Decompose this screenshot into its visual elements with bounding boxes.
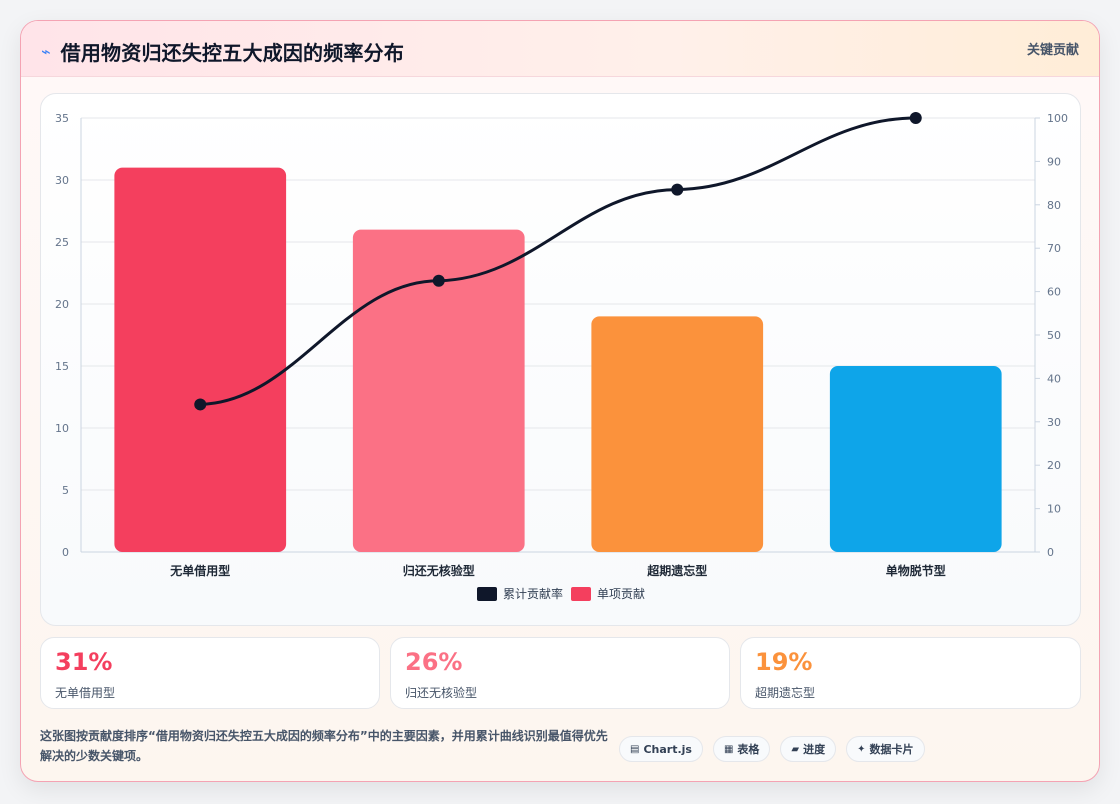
- left-axis-tick-label: 15: [55, 360, 69, 373]
- progress-icon: ▰: [791, 743, 800, 755]
- legend-swatch-2: [571, 587, 591, 601]
- right-axis-tick-label: 70: [1047, 242, 1061, 255]
- sparkle-icon: ✦: [857, 743, 866, 755]
- metric-card-2: 26% 归还无核验型: [390, 637, 730, 709]
- right-axis-tick-label: 40: [1047, 372, 1061, 385]
- metric-label: 归还无核验型: [405, 686, 478, 700]
- left-axis-tick-label: 5: [62, 484, 69, 497]
- tag-label: 进度: [803, 743, 826, 756]
- right-axis-tick-label: 100: [1047, 112, 1068, 125]
- bar-1: [114, 167, 287, 552]
- legend-swatch-1: [477, 587, 497, 601]
- tag-table[interactable]: ▦ 表格: [712, 736, 771, 762]
- key-contribution-label: 关键贡献: [1026, 43, 1079, 58]
- category-label: 单物脱节型: [886, 563, 946, 578]
- right-axis-tick-label: 50: [1047, 329, 1061, 342]
- title-wrap: ⌁ 借用物资归还失控五大成因的频率分布: [41, 37, 404, 66]
- tag-chartjs[interactable]: ▤ Chart.js: [619, 736, 703, 762]
- line-point-2: [432, 274, 445, 287]
- left-axis-tick-label: 35: [55, 112, 69, 125]
- right-axis-tick-label: 90: [1047, 155, 1061, 168]
- legend-label-2: 单项贡献: [597, 586, 645, 601]
- right-axis-tick-label: 60: [1047, 286, 1061, 299]
- legend-layer: 累计贡献率 单项贡献: [477, 586, 645, 601]
- bar-4: [829, 366, 1002, 552]
- left-axis-tick-label: 0: [62, 546, 69, 559]
- chart-title: 借用物资归还失控五大成因的频率分布: [60, 41, 405, 65]
- line-point-4: [909, 112, 922, 124]
- metric-card-3: 19% 超期遗忘型: [740, 637, 1081, 709]
- cumulative-line: [198, 116, 918, 406]
- label-layer: 无单借用型 归还无核验型 超期遗忘型 单物脱节型: [169, 563, 946, 578]
- tag-data-card[interactable]: ✦ 数据卡片: [846, 736, 925, 762]
- pareto-chart-card: ⌁ 借用物资归还失控五大成因的频率分布 关键贡献 0 5 10 15 20 25 30 35 0…: [20, 20, 1100, 782]
- left-axis-tick-label: 25: [55, 236, 69, 249]
- bar-2: [352, 229, 525, 552]
- right-axis-tick-label: 20: [1047, 459, 1061, 472]
- left-axis-tick-label: 30: [55, 174, 69, 187]
- chart-description: 这张图按贡献度排序“借用物资归还失控五大成因的频率分布”中的主要因素，并用累计曲…: [40, 729, 608, 763]
- tag-label: 表格: [737, 743, 760, 756]
- legend-label-1: 累计贡献率: [503, 586, 563, 601]
- category-label: 无单借用型: [169, 563, 230, 578]
- category-label: 归还无核验型: [403, 563, 475, 578]
- left-axis-tick-label: 10: [55, 422, 69, 435]
- line-layer: [194, 112, 922, 411]
- metric-card-1: 31% 无单借用型: [40, 637, 380, 709]
- right-axis-tick-label: 30: [1047, 416, 1061, 429]
- tag-progress[interactable]: ▰ 进度: [780, 736, 837, 762]
- table-icon: ▦: [723, 743, 734, 755]
- metric-value: 31%: [55, 648, 113, 676]
- line-point-1: [194, 398, 207, 411]
- left-axis-tick-label: 20: [55, 298, 69, 311]
- pareto-chart: 0 5 10 15 20 25 30 35 0 10 20 30 40 50 60 70 80 90 100 无单借…: [55, 112, 1068, 601]
- metric-value: 19%: [755, 648, 813, 676]
- chart-panel: 0 5 10 15 20 25 30 35 0 10 20 30 40 50 60 70 80 90 100 无单借…: [40, 93, 1081, 626]
- bar-3: [591, 316, 764, 552]
- category-label: 超期遗忘型: [646, 563, 707, 578]
- right-axis-tick-label: 0: [1047, 546, 1054, 559]
- card-header: ⌁ 借用物资归还失控五大成因的频率分布 关键贡献: [21, 21, 1099, 77]
- tag-label: Chart.js: [643, 742, 692, 756]
- chart-icon: ▤: [630, 743, 640, 755]
- lightning-icon: ⌁: [41, 41, 51, 61]
- metric-label: 无单借用型: [55, 686, 116, 700]
- feature-tags: ▤ Chart.js ▦ 表格 ▰ 进度 ✦ 数据卡片: [619, 736, 925, 762]
- metric-value: 26%: [405, 648, 463, 676]
- tag-label: 数据卡片: [869, 743, 914, 756]
- right-axis-tick-label: 80: [1047, 199, 1061, 212]
- bar-layer: [114, 167, 1002, 552]
- right-axis-tick-label: 10: [1047, 503, 1061, 516]
- metric-label: 超期遗忘型: [755, 686, 816, 700]
- line-point-3: [671, 183, 684, 196]
